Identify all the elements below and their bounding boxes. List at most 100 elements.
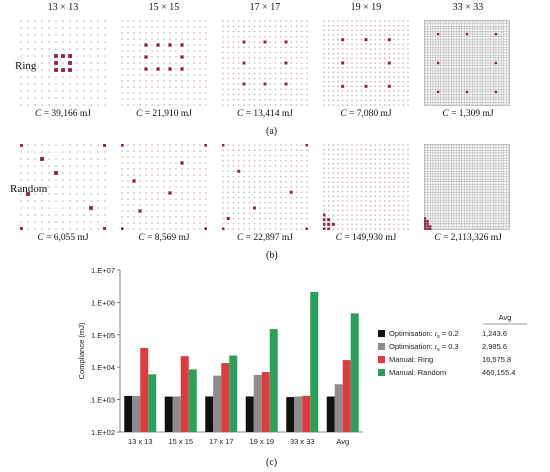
y-tick-label: 1.E+06: [91, 298, 115, 307]
support-cell: [341, 38, 345, 42]
bar: [172, 396, 181, 432]
x-tick-label: 13 x 13: [128, 437, 153, 446]
support-cell: [180, 161, 184, 165]
bar: [294, 396, 303, 432]
support-cell: [144, 43, 148, 47]
bar: [188, 369, 197, 432]
support-cell: [68, 54, 72, 58]
support-cell: [54, 171, 58, 175]
support-cell: [426, 219, 429, 223]
support-cell: [237, 169, 241, 173]
support-cell: [121, 144, 124, 147]
bar: [350, 313, 359, 432]
bar: [124, 395, 133, 432]
x-tick-label: 15 x 15: [168, 437, 193, 446]
support-cell: [144, 55, 148, 59]
legend-swatch: [378, 356, 385, 363]
support-cell: [364, 38, 368, 42]
support-cell: [204, 227, 207, 230]
bar: [253, 374, 262, 432]
support-cell: [222, 227, 225, 230]
support-grid-random-13: [20, 144, 106, 230]
support-cell: [242, 82, 246, 86]
support-cell: [54, 68, 58, 72]
y-tick-label: 1.E+04: [91, 363, 115, 372]
support-grid-ring-15: [121, 20, 207, 106]
support-cell: [327, 218, 331, 222]
support-cell: [263, 82, 267, 86]
bar: [221, 363, 230, 432]
bar: [132, 395, 141, 432]
support-grid-random-15: [121, 144, 207, 230]
support-cell: [168, 67, 172, 71]
support-cell: [180, 67, 184, 71]
support-cell: [263, 40, 267, 44]
random-compliance-33: C = 2,113,326 mJ: [434, 233, 502, 243]
support-cell: [121, 227, 124, 230]
support-cell: [180, 43, 184, 47]
ring-compliance-17: C = 13,414 mJ: [236, 109, 294, 119]
support-cell: [138, 209, 142, 213]
bar: [205, 396, 214, 432]
support-cell: [253, 206, 256, 210]
support-cell: [327, 227, 331, 230]
y-tick-label: 1.E+03: [91, 396, 115, 405]
support-cell: [331, 222, 335, 226]
support-cell: [226, 217, 230, 220]
support-cell: [424, 217, 427, 220]
grid-size-label-33: 33 × 33: [452, 2, 484, 13]
bar: [148, 374, 157, 432]
legend-label: Manual: Ring: [389, 355, 433, 364]
grid-size-label-17: 17 × 17: [249, 2, 281, 13]
legend-avg-value: 16,575.8: [482, 355, 511, 364]
legend-avg-value: 1,243.6: [482, 329, 507, 338]
x-tick-label: 17 x 17: [209, 437, 234, 446]
support-cell: [20, 227, 23, 230]
support-cell: [284, 40, 288, 44]
support-cell: [61, 54, 65, 58]
grid-size-label-13: 13 × 13: [47, 2, 79, 13]
random-compliance-17: C = 22,897 mJ: [236, 233, 294, 243]
support-cell: [168, 43, 172, 47]
panel-label-c: (c): [266, 457, 278, 468]
support-grid-ring-33: [424, 20, 510, 106]
support-cell: [465, 90, 469, 94]
legend-swatch: [378, 369, 385, 376]
support-cell: [341, 61, 345, 65]
support-cell: [429, 227, 432, 230]
x-tick-label: 33 x 33: [290, 437, 315, 446]
bar: [342, 360, 351, 432]
bar: [164, 396, 173, 432]
support-cell: [387, 61, 391, 65]
panel-label-b: (b): [266, 250, 278, 261]
support-cell: [20, 144, 23, 147]
y-tick-label: 1.E+02: [91, 428, 115, 437]
support-cell: [144, 67, 148, 71]
support-grid-ring-19: [323, 20, 409, 106]
bar: [180, 356, 189, 432]
legend-avg-header: Avg: [499, 313, 512, 322]
support-cell: [494, 61, 498, 65]
bar: [245, 396, 254, 432]
support-cell: [364, 84, 368, 88]
y-tick-label: 1.E+05: [91, 331, 115, 340]
ring-compliance-15: C = 21,910 mJ: [135, 109, 193, 119]
legend-label: Optimisation: ts = 0.3: [389, 342, 459, 353]
support-cell: [54, 54, 58, 58]
ring-compliance-13: C = 39,166 mJ: [34, 109, 92, 119]
support-cell: [323, 213, 326, 217]
bar: [326, 396, 335, 432]
support-cell: [429, 225, 432, 228]
bar: [261, 372, 270, 432]
bar: [229, 355, 238, 432]
support-grid-random-19: [323, 144, 409, 230]
panel-label-a: (a): [266, 126, 278, 137]
support-cell: [424, 225, 427, 228]
support-cell: [242, 40, 246, 44]
legend-avg-value: 2,985.6: [482, 342, 507, 351]
grid-size-label-19: 19 × 19: [350, 2, 382, 13]
support-cell: [242, 61, 246, 65]
bar: [269, 329, 278, 432]
support-cell: [494, 32, 498, 36]
support-cell: [168, 191, 172, 195]
